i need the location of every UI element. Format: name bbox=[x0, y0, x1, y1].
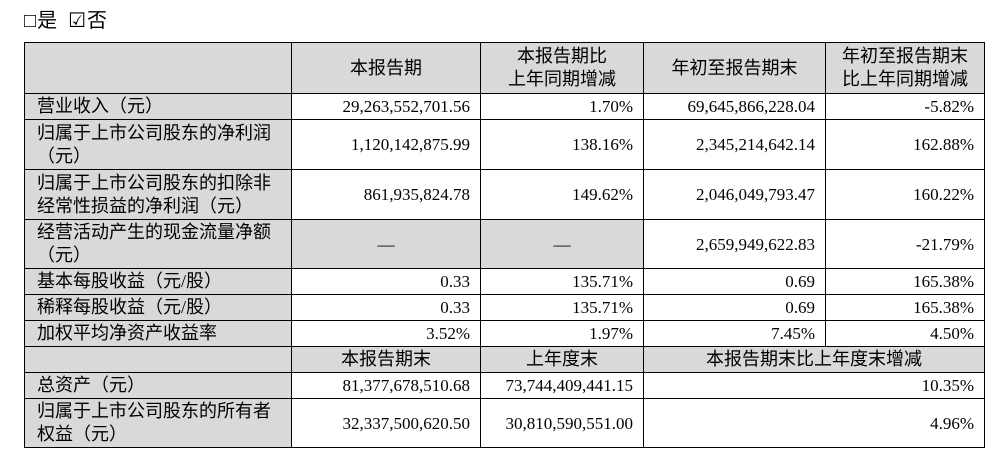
value-cell: 135.71% bbox=[480, 268, 644, 295]
checkbox-yes[interactable]: □是 bbox=[24, 10, 59, 32]
row-label: 经营活动产生的现金流量净额（元） bbox=[24, 219, 292, 269]
value-cell: 1.70% bbox=[480, 93, 644, 120]
value-cell: 69,645,866,228.04 bbox=[643, 93, 826, 120]
table-row-diluted-eps: 稀释每股收益（元/股） 0.33 135.71% 0.69 165.38% bbox=[24, 294, 985, 321]
value-cell: 3.52% bbox=[291, 320, 481, 347]
value-cell: 81,377,678,510.68 bbox=[291, 372, 481, 399]
value-cell: 0.69 bbox=[643, 268, 826, 295]
header-current-vs-prior: 本报告期比 上年同期增减 bbox=[480, 42, 644, 94]
header-prior-year-end: 上年度末 bbox=[480, 346, 644, 373]
table-header-row-1: 本报告期 本报告期比 上年同期增减 年初至报告期末 年初至报告期末 比上年同期增… bbox=[24, 42, 985, 94]
table-row-revenue: 营业收入（元） 29,263,552,701.56 1.70% 69,645,8… bbox=[24, 93, 985, 120]
header-blank-cell bbox=[24, 42, 292, 94]
table-row-operating-cash-flow: 经营活动产生的现金流量净额（元） — — 2,659,949,622.83 -2… bbox=[24, 219, 985, 269]
value-cell: 2,046,049,793.47 bbox=[643, 169, 826, 220]
value-cell: 30,810,590,551.00 bbox=[480, 398, 644, 448]
table-row-weighted-avg-roe: 加权平均净资产收益率 3.52% 1.97% 7.45% 4.50% bbox=[24, 320, 985, 347]
value-cell: 1,120,142,875.99 bbox=[291, 119, 481, 170]
value-cell: 7.45% bbox=[643, 320, 826, 347]
value-cell: 32,337,500,620.50 bbox=[291, 398, 481, 448]
value-cell: 73,744,409,441.15 bbox=[480, 372, 644, 399]
row-label: 加权平均净资产收益率 bbox=[24, 320, 292, 347]
checkbox-no[interactable]: ☑否 bbox=[68, 10, 109, 32]
value-cell-dash: — bbox=[291, 219, 481, 269]
value-cell: 0.69 bbox=[643, 294, 826, 321]
table-row-deducted-net-profit: 归属于上市公司股东的扣除非经常性损益的净利润（元） 861,935,824.78… bbox=[24, 169, 985, 220]
value-cell: 1.97% bbox=[480, 320, 644, 347]
row-label: 稀释每股收益（元/股） bbox=[24, 294, 292, 321]
table-row-net-profit: 归属于上市公司股东的净利润（元） 1,120,142,875.99 138.16… bbox=[24, 119, 985, 170]
row-label: 基本每股收益（元/股） bbox=[24, 268, 292, 295]
row-label: 归属于上市公司股东的扣除非经常性损益的净利润（元） bbox=[24, 169, 292, 220]
value-cell: 4.96% bbox=[643, 398, 985, 448]
header-ytd: 年初至报告期末 bbox=[643, 42, 826, 94]
value-cell: 29,263,552,701.56 bbox=[291, 93, 481, 120]
yes-no-checkbox-line: □是 ☑否 bbox=[24, 4, 118, 33]
header-period-end: 本报告期末 bbox=[291, 346, 481, 373]
value-cell: 0.33 bbox=[291, 268, 481, 295]
row-label: 归属于上市公司股东的净利润（元） bbox=[24, 119, 292, 170]
value-cell: 138.16% bbox=[480, 119, 644, 170]
header-current-period: 本报告期 bbox=[291, 42, 481, 94]
table-header-row-2: 本报告期末 上年度末 本报告期末比上年度末增减 bbox=[24, 346, 985, 373]
value-cell: 0.33 bbox=[291, 294, 481, 321]
value-cell: 861,935,824.78 bbox=[291, 169, 481, 220]
value-cell: -21.79% bbox=[825, 219, 985, 269]
table-row-basic-eps: 基本每股收益（元/股） 0.33 135.71% 0.69 165.38% bbox=[24, 268, 985, 295]
header-ytd-vs-prior: 年初至报告期末 比上年同期增减 bbox=[825, 42, 985, 94]
value-cell: -5.82% bbox=[825, 93, 985, 120]
header-blank-cell bbox=[24, 346, 292, 373]
value-cell-dash: — bbox=[480, 219, 644, 269]
table-row-total-assets: 总资产（元） 81,377,678,510.68 73,744,409,441.… bbox=[24, 372, 985, 399]
row-label: 总资产（元） bbox=[24, 372, 292, 399]
row-label: 营业收入（元） bbox=[24, 93, 292, 120]
value-cell: 10.35% bbox=[643, 372, 985, 399]
value-cell: 162.88% bbox=[825, 119, 985, 170]
header-period-end-vs-prior-year-end: 本报告期末比上年度末增减 bbox=[643, 346, 985, 373]
table-row-owners-equity: 归属于上市公司股东的所有者权益（元） 32,337,500,620.50 30,… bbox=[24, 398, 985, 448]
value-cell: 2,659,949,622.83 bbox=[643, 219, 826, 269]
value-cell: 149.62% bbox=[480, 169, 644, 220]
financial-summary-table: 本报告期 本报告期比 上年同期增减 年初至报告期末 年初至报告期末 比上年同期增… bbox=[24, 42, 985, 448]
row-label: 归属于上市公司股东的所有者权益（元） bbox=[24, 398, 292, 448]
value-cell: 135.71% bbox=[480, 294, 644, 321]
value-cell: 165.38% bbox=[825, 294, 985, 321]
value-cell: 160.22% bbox=[825, 169, 985, 220]
value-cell: 4.50% bbox=[825, 320, 985, 347]
value-cell: 165.38% bbox=[825, 268, 985, 295]
value-cell: 2,345,214,642.14 bbox=[643, 119, 826, 170]
